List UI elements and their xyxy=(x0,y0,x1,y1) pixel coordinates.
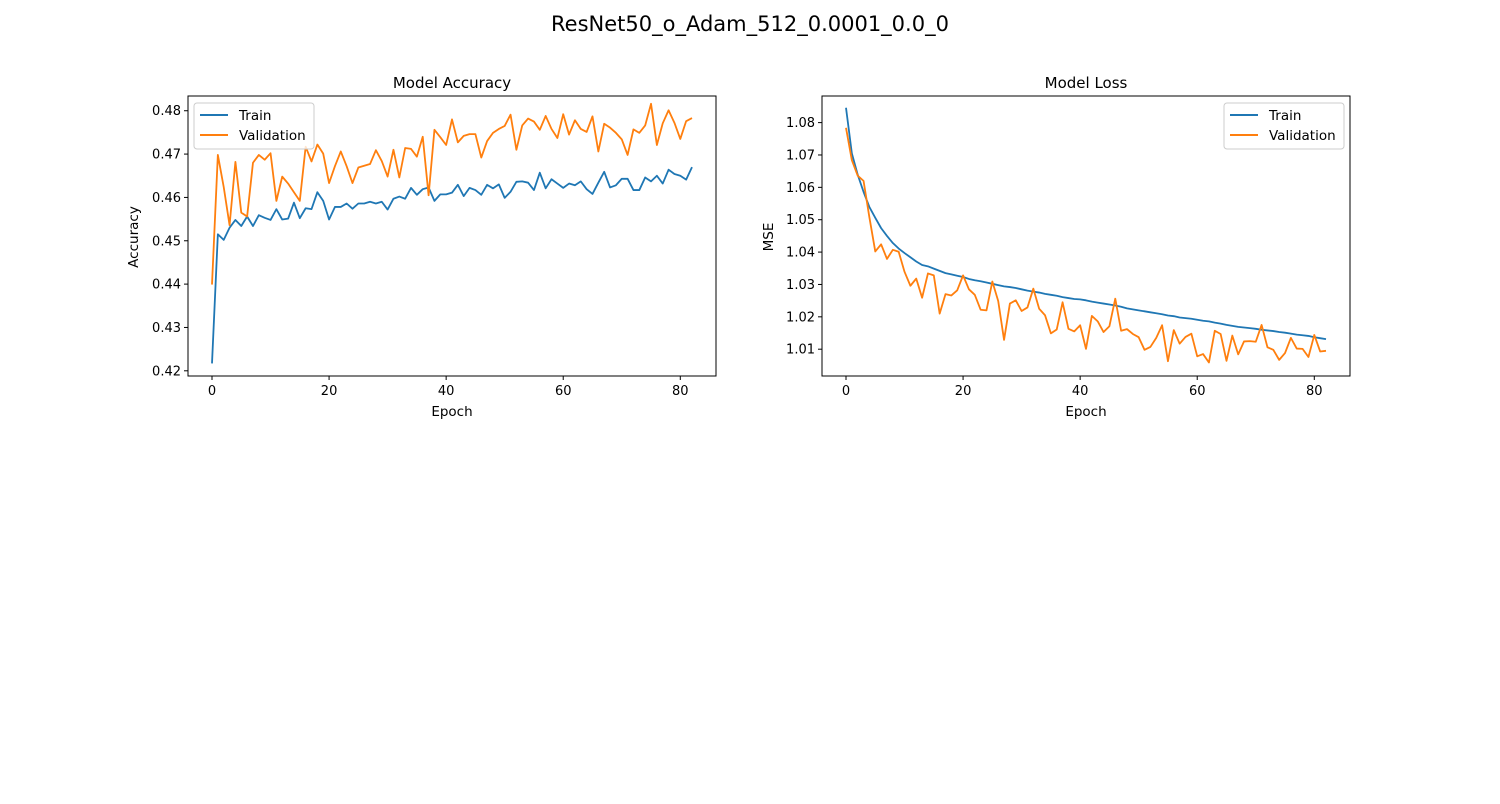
accuracy-legend-train-label: Train xyxy=(238,108,271,124)
loss-ticks: 0 20 40 60 80 1.01 1.02 1.03 1.04 1.05 1.06 1.07 1.0… xyxy=(786,116,1323,399)
accuracy-xtick-label: 20 xyxy=(321,384,338,399)
accuracy-xlabel: Epoch xyxy=(431,404,472,420)
loss-lines xyxy=(845,107,1327,364)
loss-ytick-label: 1.04 xyxy=(786,246,815,261)
accuracy-ytick-label: 0.42 xyxy=(152,364,181,379)
accuracy-title: Model Accuracy xyxy=(393,74,511,92)
accuracy-ytick-label: 0.44 xyxy=(152,278,181,293)
accuracy-lines xyxy=(211,102,693,364)
accuracy-ylabel: Accuracy xyxy=(126,206,142,268)
accuracy-ytick-label: 0.48 xyxy=(152,104,181,119)
loss-ytick-label: 1.05 xyxy=(786,213,815,228)
loss-xtick-label: 60 xyxy=(1189,384,1206,399)
loss-axes-frame xyxy=(821,95,1351,377)
loss-ytick-label: 1.08 xyxy=(786,116,815,131)
loss-xtick-label: 20 xyxy=(955,384,972,399)
loss-ytick-label: 1.02 xyxy=(786,310,815,325)
accuracy-xtick-label: 60 xyxy=(555,384,572,399)
accuracy-ytick-label: 0.47 xyxy=(152,148,181,163)
loss-legend-train-label: Train xyxy=(1268,108,1301,124)
loss-series-train-line xyxy=(845,107,1327,341)
loss-ytick-label: 1.01 xyxy=(786,343,815,358)
loss-ytick-label: 1.03 xyxy=(786,278,815,293)
accuracy-legend-validation-label: Validation xyxy=(239,128,306,144)
loss-legend: Train Validation xyxy=(1223,102,1345,150)
accuracy-series-train-line xyxy=(211,166,693,364)
loss-ytick-label: 1.07 xyxy=(786,148,815,163)
accuracy-xtick-label: 0 xyxy=(208,384,216,399)
loss-xtick-label: 80 xyxy=(1306,384,1323,399)
accuracy-ytick-label: 0.45 xyxy=(152,234,181,249)
loss-ytick-label: 1.06 xyxy=(786,181,815,196)
loss-xlabel: Epoch xyxy=(1065,404,1106,420)
accuracy-xtick-label: 80 xyxy=(672,384,689,399)
accuracy-axes-frame xyxy=(187,95,717,377)
accuracy-panel: Model Accuracy Epoch Accuracy 0 20 40 60 800… xyxy=(126,74,717,420)
accuracy-ticks: 0 20 40 60 80 0.42 0.43 0.44 0.45 0.46 0.47 0.48 xyxy=(152,104,689,399)
accuracy-ytick-label: 0.46 xyxy=(152,191,181,206)
loss-xtick-label: 40 xyxy=(1072,384,1089,399)
loss-title: Model Loss xyxy=(1045,74,1128,92)
loss-ylabel: MSE xyxy=(761,223,777,252)
accuracy-ytick-label: 0.43 xyxy=(152,321,181,336)
accuracy-xtick-label: 40 xyxy=(438,384,455,399)
loss-series-validation-line xyxy=(845,127,1327,364)
accuracy-legend: Train Validation xyxy=(193,102,315,150)
figure-suptitle: ResNet50_o_Adam_512_0.0001_0.0_0 xyxy=(551,12,949,36)
loss-legend-validation-label: Validation xyxy=(1269,128,1336,144)
loss-panel: Model Loss Epoch MSE 0 20 40 60 80 1.01 1.02 1.… xyxy=(761,74,1351,420)
accuracy-series-validation-line xyxy=(211,102,693,285)
loss-xtick-label: 0 xyxy=(842,384,850,399)
